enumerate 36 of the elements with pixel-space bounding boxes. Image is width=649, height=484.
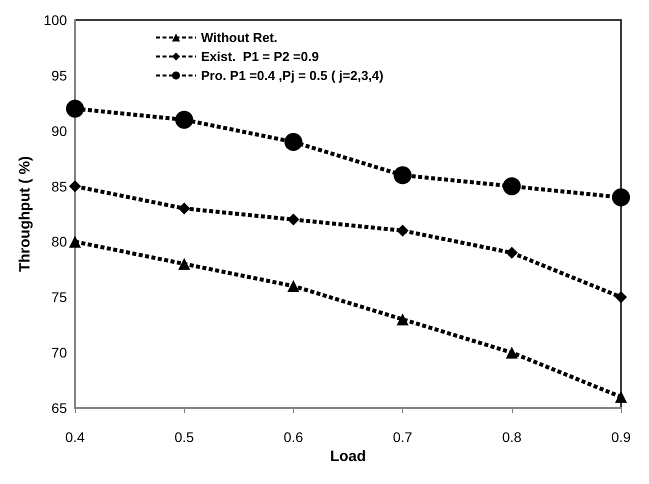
legend-label: Pro. P1 =0.4 ,Pj = 0.5 ( j=2,3,4) — [201, 68, 384, 83]
point — [178, 202, 190, 214]
point — [66, 100, 84, 118]
y-tick-label: 75 — [51, 289, 68, 306]
x-tick-label: 0.7 — [392, 429, 413, 445]
legend-label: Exist. P1 = P2 =0.9 — [201, 49, 319, 64]
y-axis-title: Throughput ( %) — [16, 156, 34, 272]
point — [287, 280, 300, 292]
point — [615, 291, 627, 304]
y-tick-label: 80 — [51, 234, 68, 250]
point — [396, 224, 409, 237]
point — [502, 177, 521, 196]
y-tick-label: 65 — [51, 400, 68, 416]
point — [612, 188, 630, 206]
y-tick-label: 85 — [51, 178, 68, 194]
x-tick-label: 0.8 — [502, 429, 522, 445]
point — [175, 110, 194, 129]
y-tick-label: 90 — [51, 122, 68, 139]
x-tick-label: 0.9 — [611, 429, 631, 445]
x-tick-label: 0.4 — [65, 429, 85, 445]
x-tick-label: 0.6 — [284, 429, 304, 445]
x-axis-title: Load — [330, 448, 366, 465]
point — [178, 258, 190, 270]
point — [284, 132, 302, 151]
y-tick-label: 70 — [51, 344, 68, 361]
y-tick-label: 95 — [51, 67, 68, 84]
point — [506, 346, 518, 359]
point — [615, 390, 627, 403]
point — [506, 246, 518, 259]
point — [396, 313, 409, 326]
legend-label: Without Ret. — [201, 30, 278, 45]
x-tick-label: 0.5 — [174, 429, 194, 445]
point — [69, 180, 81, 192]
point — [69, 236, 81, 248]
y-tick-label: 100 — [44, 12, 68, 28]
point — [394, 166, 412, 184]
